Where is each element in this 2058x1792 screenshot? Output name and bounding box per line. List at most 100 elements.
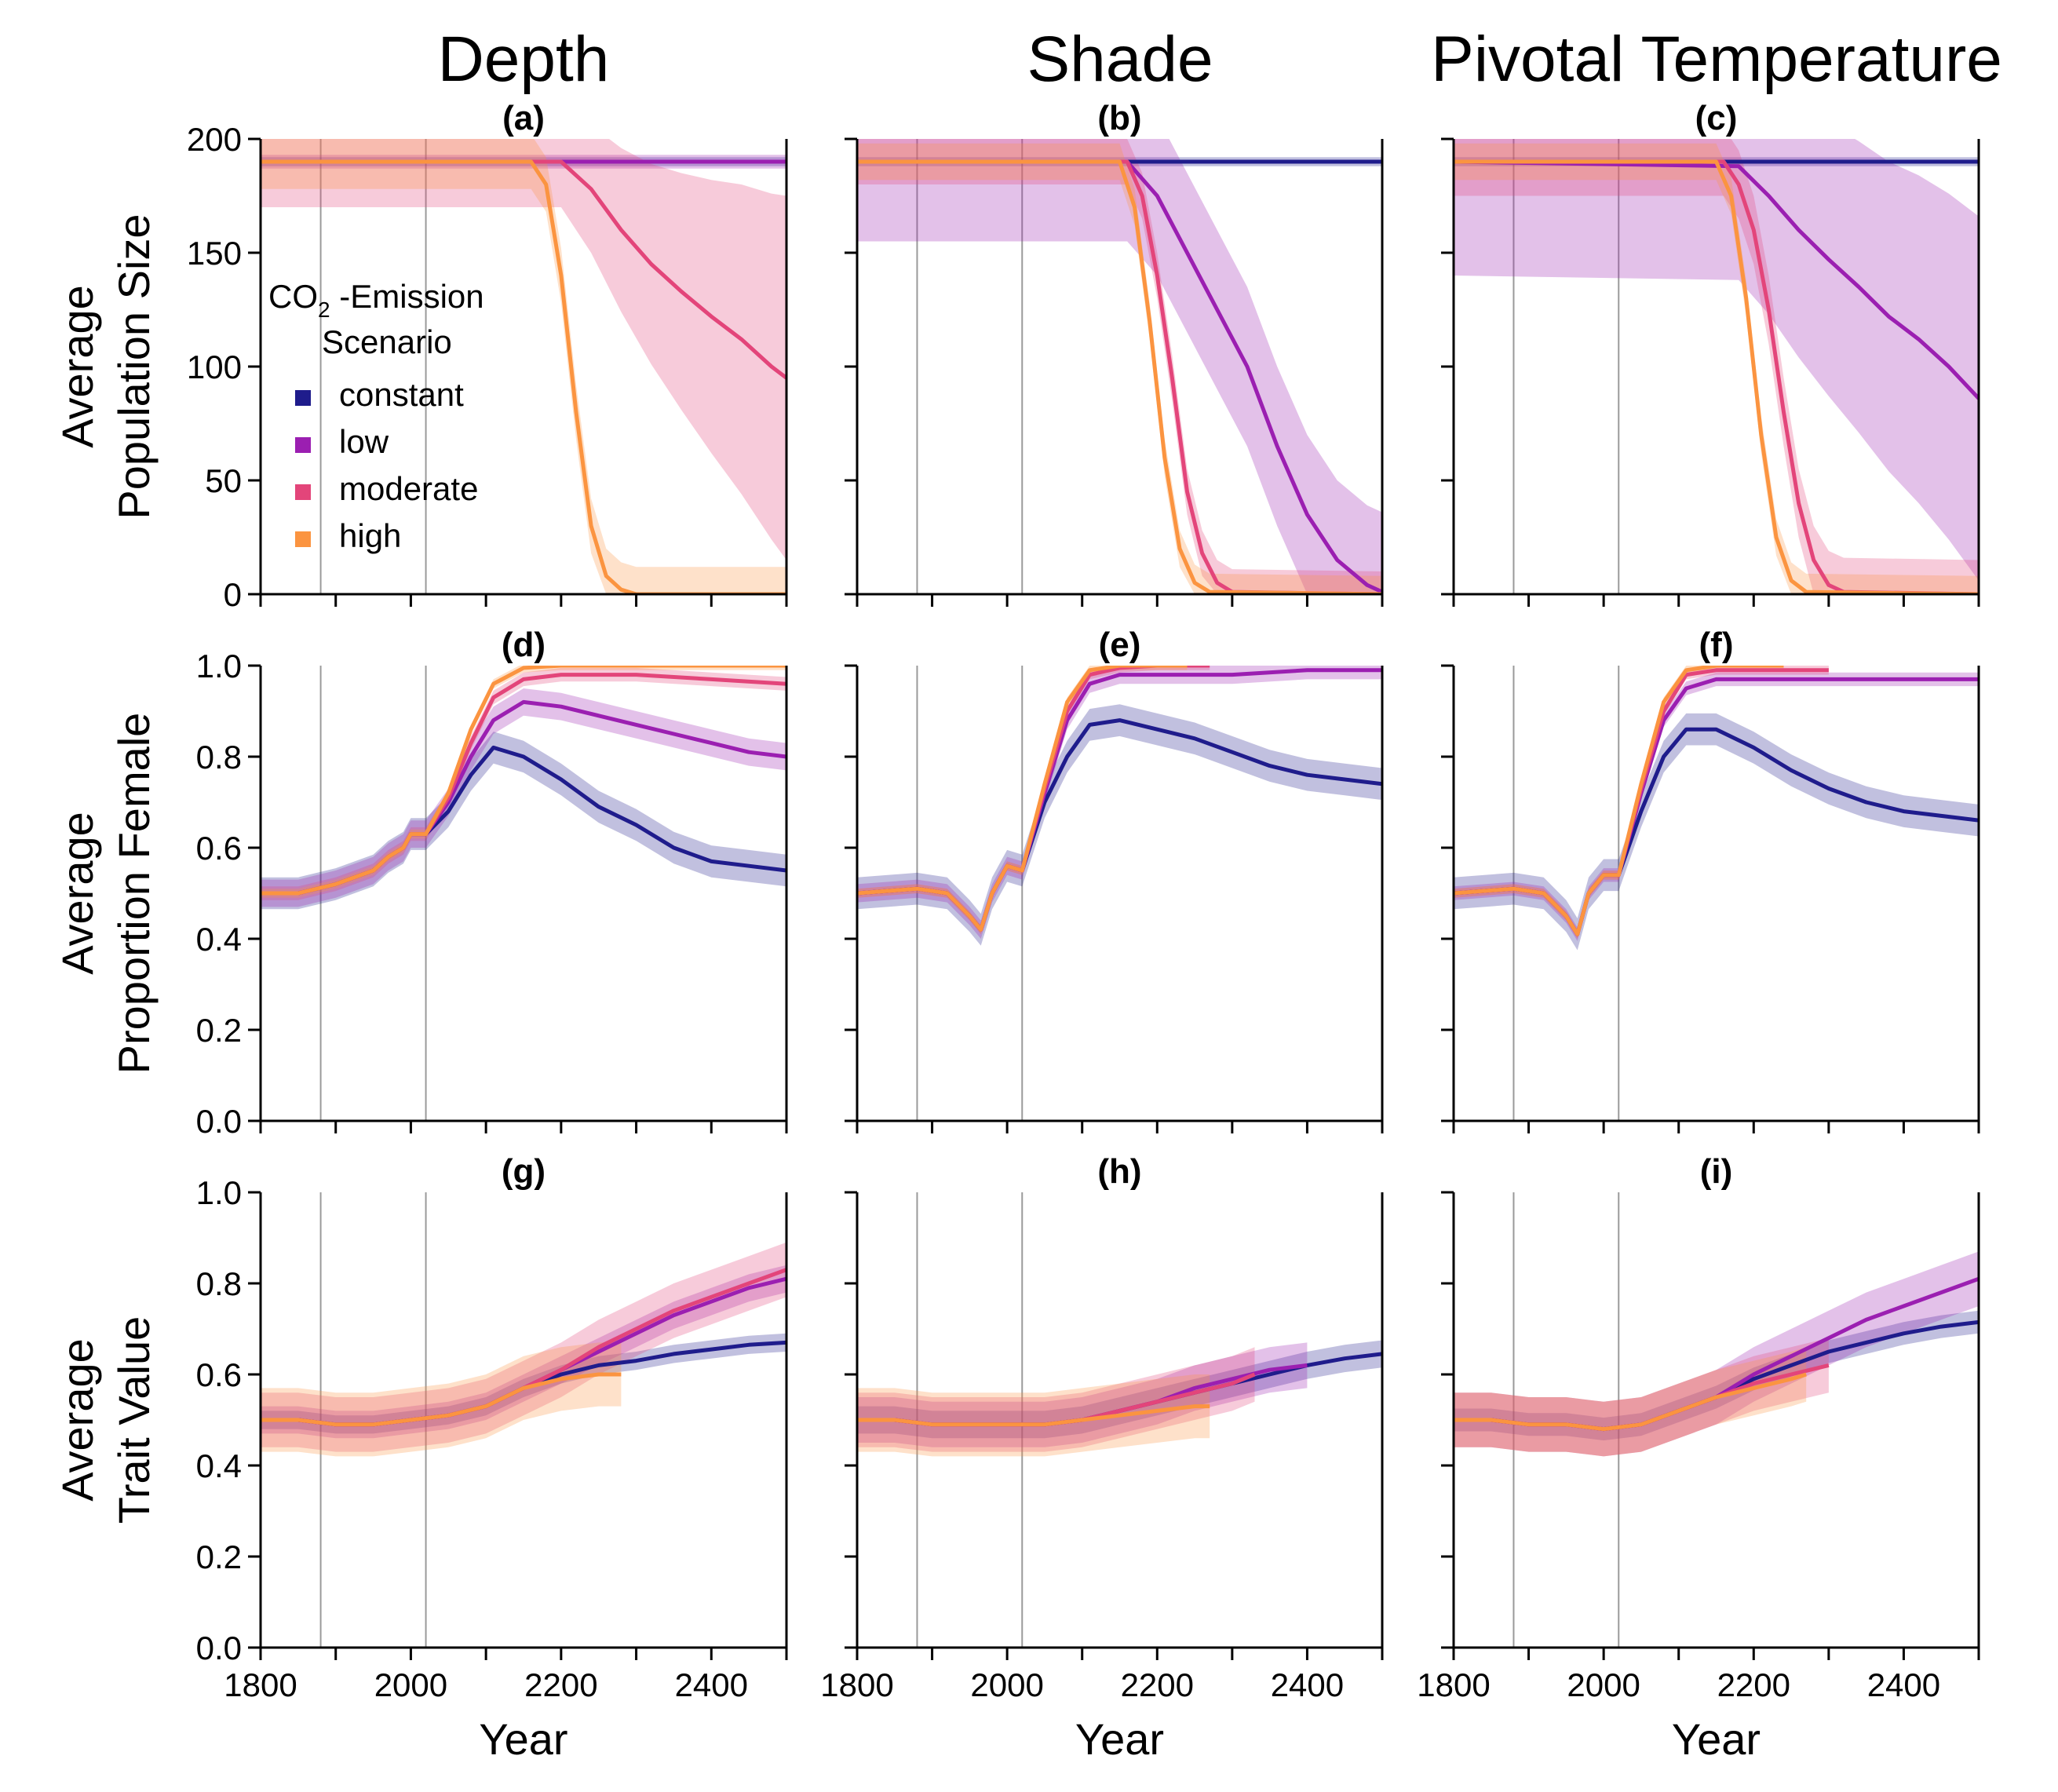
x-tick-label: 2200 xyxy=(524,1666,597,1703)
y-axis-label: Average xyxy=(53,1338,102,1502)
legend-swatch-low xyxy=(295,437,311,453)
band-constant xyxy=(857,704,1382,946)
legend-title: CO2 -Emission xyxy=(268,278,484,322)
y-tick-label: 0.0 xyxy=(196,1630,242,1666)
y-tick-label: 0.2 xyxy=(196,1012,242,1049)
legend-item-label: moderate xyxy=(339,470,478,507)
x-tick-label: 1800 xyxy=(820,1666,893,1703)
panel-label: (f) xyxy=(1699,626,1734,664)
legend-swatch-moderate xyxy=(295,484,311,500)
series-line-moderate xyxy=(857,159,1382,594)
panel-label: (d) xyxy=(502,626,546,664)
series-line-high xyxy=(1454,666,1784,936)
panel-label: (a) xyxy=(502,99,545,137)
series-line-moderate xyxy=(261,159,786,380)
legend-subtitle: Scenario xyxy=(322,323,452,360)
y-tick-label: 0.6 xyxy=(196,1356,242,1393)
x-tick-label: 2400 xyxy=(675,1666,748,1703)
legend-item-label: high xyxy=(339,517,401,554)
y-tick-label: 0.0 xyxy=(196,1103,242,1140)
panel: (g) 0.0 0.2 0.4 0.6 0.8 1.0 1800 2000 2200 2400 Yea… xyxy=(196,1152,788,1764)
x-tick-label: 1800 xyxy=(224,1666,297,1703)
panel-label: (i) xyxy=(1700,1152,1733,1191)
y-tick-label: 50 xyxy=(205,462,242,499)
legend-swatch-high xyxy=(295,531,311,547)
band-moderate xyxy=(1454,139,1979,594)
y-tick-label: 150 xyxy=(187,235,242,272)
series-line-high xyxy=(857,666,1188,932)
band-moderate xyxy=(1454,1338,1829,1457)
series-line-high xyxy=(261,1372,622,1427)
y-tick-label: 0.8 xyxy=(196,739,242,776)
series-line-high xyxy=(1454,1372,1807,1432)
series-line-high xyxy=(857,159,1382,594)
band-low xyxy=(1454,1251,1979,1457)
column-title: Shade xyxy=(1027,24,1213,95)
y-tick-label: 0.2 xyxy=(196,1538,242,1575)
y-tick-label: 0.4 xyxy=(196,1447,242,1484)
series-line-moderate xyxy=(1454,159,1979,594)
band-low xyxy=(1454,139,1979,581)
column-title: Depth xyxy=(438,24,610,95)
band-constant xyxy=(261,732,786,910)
band-constant xyxy=(1454,1310,1979,1441)
x-tick-label: 1800 xyxy=(1417,1666,1490,1703)
y-tick-label: 1.0 xyxy=(196,648,242,684)
y-axis-label: Trait Value xyxy=(109,1316,159,1524)
series-line-low xyxy=(857,159,1382,594)
x-tick-label: 2200 xyxy=(1121,1666,1194,1703)
panel: (h) 1800 2000 2200 2400 Year xyxy=(820,1152,1384,1764)
panel: (a) 0 50 100 150 200 xyxy=(187,99,788,613)
panel-label: (e) xyxy=(1099,626,1141,664)
legend-item-label: constant xyxy=(339,376,464,413)
series-line-high xyxy=(1454,159,1979,594)
y-axis-label: Average xyxy=(53,285,102,448)
x-tick-label: 2200 xyxy=(1717,1666,1790,1703)
column-title: Pivotal Temperature xyxy=(1431,24,2002,95)
series-line-low xyxy=(1454,159,1979,400)
x-axis-title: Year xyxy=(1672,1714,1761,1764)
series-line-high xyxy=(261,159,786,594)
x-axis-title: Year xyxy=(479,1714,567,1764)
band-moderate xyxy=(857,139,1382,594)
x-tick-label: 2400 xyxy=(1271,1666,1344,1703)
x-tick-label: 2000 xyxy=(970,1666,1043,1703)
band-low xyxy=(857,1342,1308,1447)
legend-item-label: low xyxy=(339,423,389,460)
x-tick-label: 2400 xyxy=(1867,1666,1940,1703)
band-low xyxy=(857,666,1382,939)
panel: (c) xyxy=(1441,99,1980,607)
y-tick-label: 0.6 xyxy=(196,830,242,867)
band-constant xyxy=(857,1340,1382,1439)
band-high xyxy=(261,139,786,594)
series-line-high xyxy=(261,666,786,896)
band-constant xyxy=(1454,713,1979,951)
panel: (e) xyxy=(845,626,1384,1133)
panel-label: (h) xyxy=(1097,1152,1141,1191)
band-high xyxy=(261,1342,622,1457)
x-tick-label: 2000 xyxy=(1567,1666,1640,1703)
y-tick-label: 200 xyxy=(187,121,242,158)
panel: (i) 1800 2000 2200 2400 Year xyxy=(1417,1152,1980,1764)
x-axis-title: Year xyxy=(1075,1714,1164,1764)
panel-label: (c) xyxy=(1695,99,1738,137)
panel-label: (b) xyxy=(1097,99,1141,137)
series-line-high xyxy=(857,1404,1210,1427)
band-high xyxy=(1454,1347,1807,1457)
panel: (d) 0.0 0.2 0.4 0.6 0.8 1.0 xyxy=(196,626,788,1140)
panel-label: (g) xyxy=(502,1152,546,1191)
y-axis-label: Population Size xyxy=(109,214,159,519)
y-tick-label: 100 xyxy=(187,349,242,385)
y-tick-label: 0.8 xyxy=(196,1265,242,1302)
y-axis-label: Average xyxy=(53,812,102,975)
y-tick-label: 0.4 xyxy=(196,921,242,958)
panel: (f) xyxy=(1441,626,1980,1133)
y-tick-label: 1.0 xyxy=(196,1174,242,1211)
y-axis-label: Proportion Female xyxy=(109,713,159,1075)
band-moderate xyxy=(261,139,786,560)
legend-swatch-constant xyxy=(295,390,311,406)
panel: (b) xyxy=(845,99,1384,607)
y-tick-label: 0 xyxy=(224,576,242,613)
